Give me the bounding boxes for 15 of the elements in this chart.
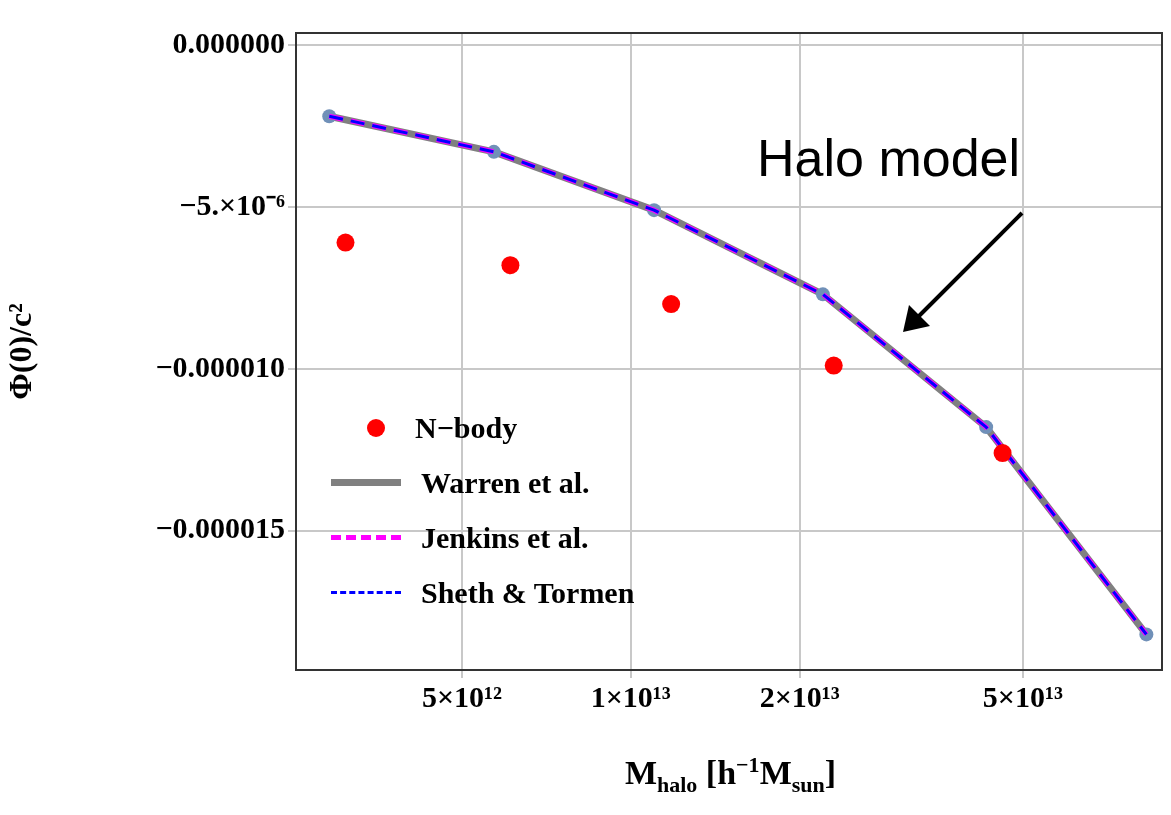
- y-tick-label: −0.000015: [155, 511, 285, 545]
- legend-label: Sheth & Tormen: [421, 575, 635, 610]
- y-tick-label: 0.000000: [172, 25, 285, 59]
- y-axis-title: Φ(0)/c²: [2, 303, 39, 400]
- legend-label: Warren et al.: [421, 465, 590, 500]
- x-tick-label: 5×10¹²: [421, 679, 502, 713]
- legend-label: Jenkins et al.: [421, 520, 589, 555]
- x-tick-label: 2×10¹³: [759, 679, 840, 713]
- annotation: Halo model: [757, 128, 1021, 188]
- legend-label: N−body: [415, 410, 518, 445]
- x-tick-label: 1×10¹³: [590, 679, 671, 713]
- x-axis-title: M$_{halo}$ [h$^{−1}$M$_{sun}$]: [623, 752, 838, 799]
- y-tick-label: −5.×10⁻⁶: [179, 187, 285, 221]
- x-tick-label: 5×10¹³: [982, 679, 1063, 713]
- y-tick-label: −0.000010: [155, 349, 285, 383]
